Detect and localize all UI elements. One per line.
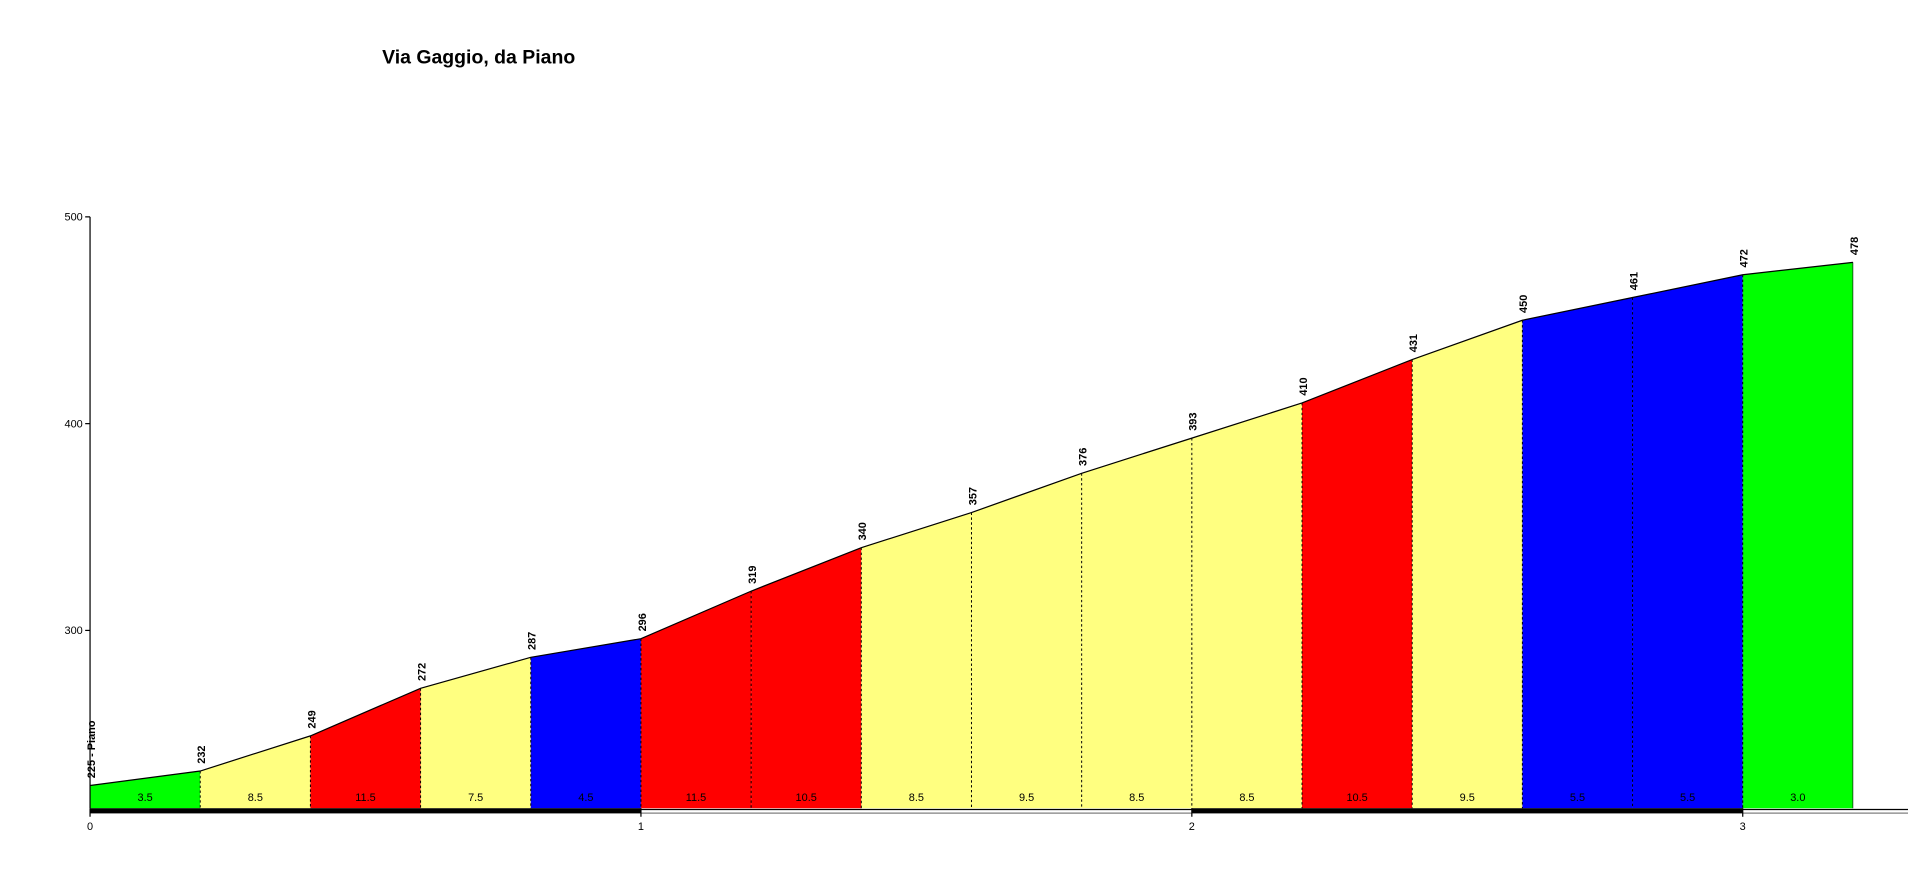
elevation-label: 472 (1739, 249, 1751, 267)
y-tick-label: 300 (64, 625, 82, 637)
gradient-label: 10.5 (1346, 792, 1367, 804)
gradient-label: 11.5 (355, 792, 375, 804)
gradient-label: 11.5 (686, 792, 706, 804)
gradient-segment (971, 473, 1082, 809)
gradient-segment (751, 547, 862, 809)
elevation-label: 376 (1078, 448, 1090, 466)
elevation-label: 287 (527, 632, 539, 650)
gradient-segment (530, 638, 641, 809)
x-axis-band (1191, 808, 1743, 814)
gradient-label: 8.5 (1129, 792, 1144, 804)
elevation-label: 450 (1518, 295, 1530, 313)
gradient-label: 8.5 (909, 792, 924, 804)
x-axis-band (90, 808, 641, 814)
x-tick-label: 2 (1189, 821, 1195, 833)
gradient-label: 4.5 (578, 792, 593, 804)
gradient-label: 3.0 (1790, 792, 1805, 804)
elevation-label: 410 (1298, 377, 1310, 395)
x-tick-label: 0 (87, 821, 93, 833)
gradient-segment (1302, 359, 1413, 809)
gradient-segment (420, 657, 531, 809)
elevation-label: 393 (1188, 413, 1200, 431)
elevation-label: 319 (747, 566, 759, 584)
gradient-label: 9.5 (1019, 792, 1034, 804)
elevation-label: 296 (637, 613, 649, 631)
elevation-label: 225 - Piano (86, 720, 98, 778)
gradient-label: 7.5 (468, 792, 483, 804)
y-tick-label: 400 (64, 418, 82, 430)
gradient-segment (200, 735, 311, 809)
elevation-label: 357 (967, 487, 979, 505)
y-tick-label: 500 (64, 212, 82, 224)
gradient-label: 10.5 (796, 792, 817, 804)
elevation-label: 232 (196, 745, 208, 763)
gradient-segment (1522, 297, 1633, 809)
chart-title: Via Gaggio, da Piano (382, 47, 575, 69)
gradient-segment (90, 771, 201, 809)
x-tick-label: 1 (638, 821, 644, 833)
gradient-label: 3.5 (138, 792, 153, 804)
gradient-segment (310, 688, 421, 809)
elevation-label: 249 (306, 710, 318, 728)
gradient-segment (640, 591, 752, 809)
gradient-segment (1742, 262, 1853, 809)
gradient-segment (1191, 402, 1303, 809)
elevation-label: 478 (1849, 237, 1861, 255)
gradient-label: 8.5 (248, 792, 263, 804)
gradient-segment (1632, 274, 1743, 809)
gradient-segment (1081, 438, 1192, 809)
elevation-label: 340 (857, 522, 869, 540)
gradient-label: 5.5 (1680, 792, 1695, 804)
elevation-label: 431 (1408, 334, 1420, 352)
gradient-label: 8.5 (1239, 792, 1254, 804)
gradient-segment (861, 512, 972, 809)
x-tick-label: 3 (1740, 821, 1746, 833)
gradient-segment (1412, 320, 1523, 809)
elevation-label: 272 (416, 663, 428, 681)
profile-line (89, 261, 1853, 787)
gradient-label: 5.5 (1570, 792, 1585, 804)
elevation-label: 461 (1628, 272, 1640, 290)
gradient-label: 9.5 (1460, 792, 1475, 804)
